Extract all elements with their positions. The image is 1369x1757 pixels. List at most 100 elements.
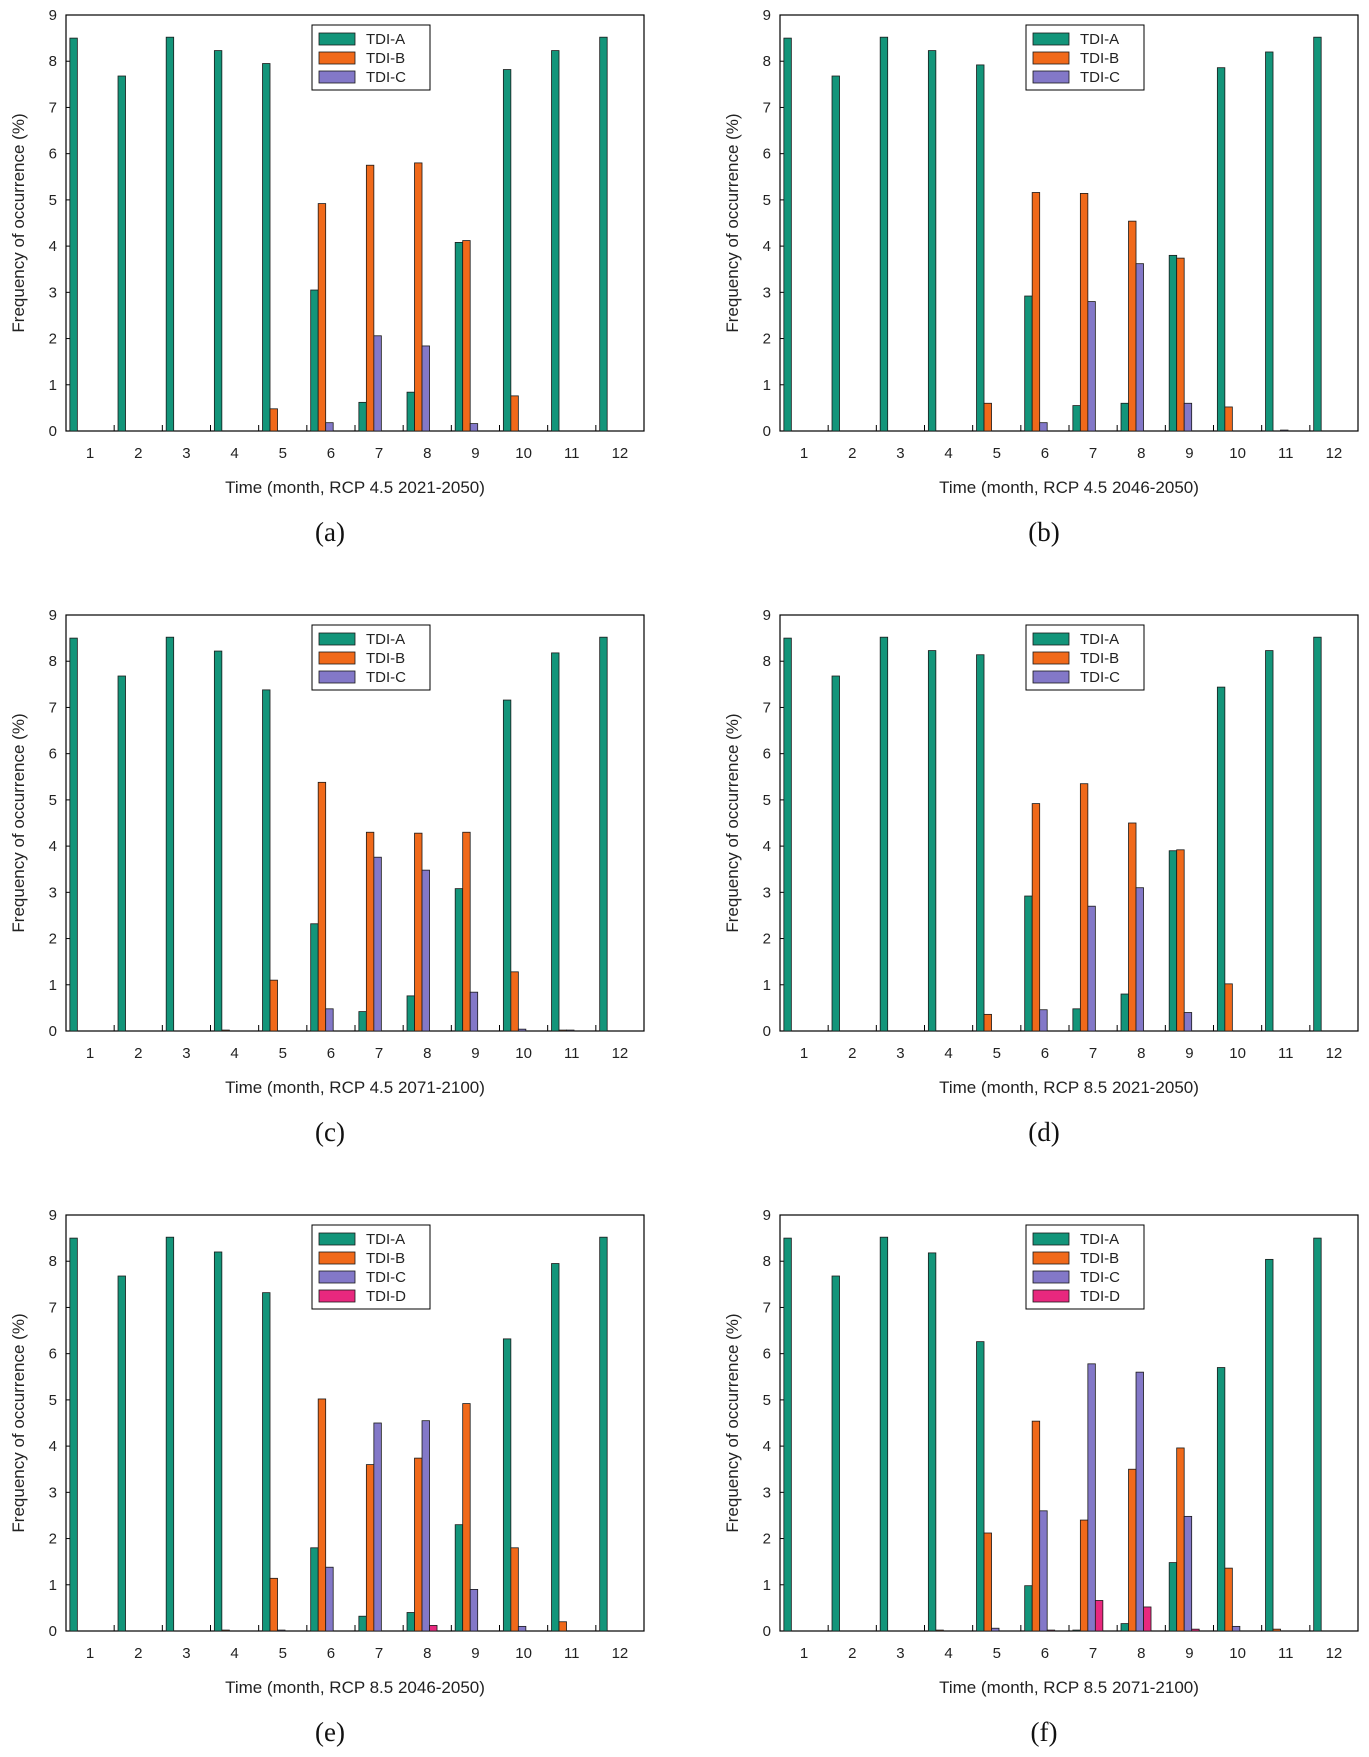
- bar-tdi-a-month-5: [976, 64, 985, 432]
- y-tick-label: 9: [763, 1207, 771, 1224]
- y-tick-label: 9: [763, 7, 771, 24]
- bar-tdi-a-month-5: [976, 654, 985, 1032]
- y-tick-label: 1: [49, 377, 57, 394]
- bar-tdi-a-month-12: [599, 636, 608, 1032]
- bar-tdi-b-month-5: [983, 402, 992, 432]
- x-tick-label: 4: [944, 1645, 952, 1662]
- legend-label-tdi-a: TDI-A: [366, 631, 405, 648]
- y-tick-label: 5: [763, 1392, 771, 1409]
- bar-tdi-b-month-8: [1128, 220, 1137, 432]
- bar-tdi-a-month-9: [1168, 254, 1178, 432]
- bar-tdi-b-month-10: [1224, 406, 1233, 432]
- bar-tdi-b-month-11: [558, 1029, 567, 1032]
- bar-tdi-c-month-6: [1039, 1009, 1048, 1032]
- bar-tdi-d-month-9: [1191, 1628, 1200, 1632]
- bar-tdi-a-month-7: [1072, 1629, 1081, 1632]
- bar-tdi-b-month-7: [365, 1464, 375, 1632]
- y-tick-label: 3: [49, 284, 57, 301]
- y-tick-label: 4: [49, 1438, 57, 1455]
- x-tick-label: 1: [86, 1045, 94, 1062]
- y-tick-label: 7: [49, 99, 57, 116]
- legend: TDI-A TDI-B TDI-C TDI-D: [311, 1224, 431, 1310]
- bar-tdi-a-month-11: [551, 1263, 560, 1632]
- legend-label-tdi-a: TDI-A: [366, 31, 405, 48]
- bar-tdi-b-month-10: [510, 971, 519, 1032]
- bar-tdi-c-month-9: [1183, 1012, 1193, 1032]
- x-tick-label: 12: [612, 1645, 629, 1662]
- x-tick-label: 4: [230, 1645, 238, 1662]
- bar-tdi-a-month-3: [879, 1236, 889, 1632]
- bar-tdi-b-month-8: [1128, 1468, 1137, 1632]
- bar-tdi-d-month-8: [1143, 1606, 1152, 1632]
- x-tick-label: 2: [848, 1045, 856, 1062]
- x-tick-label: 2: [134, 1645, 142, 1662]
- bar-tdi-c-month-6: [325, 1008, 334, 1032]
- x-tick-label: 5: [279, 1645, 287, 1662]
- bar-tdi-b-month-6: [317, 203, 327, 432]
- legend-swatch-tdi-a: [318, 32, 356, 46]
- x-tick-label: 9: [1185, 1045, 1193, 1062]
- legend-label-tdi-c: TDI-C: [1080, 669, 1120, 686]
- y-tick-label: 5: [49, 192, 57, 209]
- bar-tdi-b-month-9: [462, 240, 471, 432]
- x-tick-label: 9: [471, 1045, 479, 1062]
- x-tick-label: 2: [134, 445, 142, 462]
- x-tick-label: 6: [327, 1645, 335, 1662]
- x-tick-label: 11: [564, 1045, 580, 1062]
- legend-swatch-tdi-a: [318, 632, 356, 646]
- x-tick-label: 3: [896, 1645, 904, 1662]
- x-tick-label: 12: [612, 445, 629, 462]
- bar-tdi-c-month-7: [1087, 1363, 1096, 1632]
- y-tick-label: 9: [49, 1207, 57, 1224]
- bar-tdi-a-month-6: [310, 1547, 319, 1632]
- bar-tdi-a-month-2: [117, 675, 126, 1032]
- panel-label: (c): [315, 1117, 345, 1147]
- bar-tdi-a-month-12: [1313, 36, 1322, 432]
- bar-tdi-a-month-6: [1024, 895, 1033, 1032]
- bar-tdi-c-month-6: [1039, 1510, 1048, 1632]
- bar-tdi-d-month-6: [1046, 1629, 1056, 1632]
- y-tick-label: 5: [49, 792, 57, 809]
- bar-tdi-a-month-2: [117, 1275, 126, 1632]
- x-tick-label: 8: [1137, 445, 1145, 462]
- bar-tdi-c-month-6: [1039, 422, 1048, 432]
- legend-swatch-tdi-c: [1032, 670, 1070, 684]
- bar-tdi-a-month-3: [879, 636, 889, 1032]
- y-tick-label: 2: [763, 931, 771, 948]
- x-axis-title: Time (month, RCP 4.5 2071-2100): [225, 1078, 485, 1097]
- panel-label: (b): [1028, 517, 1059, 547]
- bar-tdi-a-month-9: [1168, 1562, 1178, 1632]
- bar-tdi-a-month-10: [502, 1338, 512, 1632]
- legend-label-tdi-b: TDI-B: [1080, 50, 1119, 67]
- bar-tdi-c-month-8: [1135, 887, 1144, 1032]
- x-tick-label: 10: [515, 1645, 532, 1662]
- y-tick-label: 6: [49, 1346, 57, 1363]
- x-tick-label: 10: [515, 1045, 532, 1062]
- y-axis-title: Frequency of occurrence (%): [723, 113, 742, 332]
- x-tick-label: 6: [1041, 445, 1049, 462]
- bar-tdi-b-month-6: [1031, 803, 1041, 1032]
- y-tick-label: 9: [763, 607, 771, 624]
- y-tick-label: 8: [49, 653, 57, 670]
- y-tick-label: 0: [763, 423, 771, 440]
- bar-tdi-c-month-7: [373, 856, 382, 1032]
- bar-tdi-a-month-1: [69, 637, 78, 1032]
- x-tick-label: 10: [1229, 1045, 1246, 1062]
- bar-tdi-a-month-9: [454, 1524, 464, 1632]
- bar-tdi-a-month-3: [879, 36, 889, 432]
- legend-swatch-tdi-b: [318, 1251, 356, 1265]
- bar-tdi-a-month-1: [69, 37, 78, 432]
- bar-tdi-b-month-9: [1176, 257, 1185, 432]
- bar-tdi-b-month-6: [317, 781, 327, 1032]
- x-tick-label: 2: [134, 1045, 142, 1062]
- bar-tdi-a-month-11: [551, 652, 560, 1032]
- bar-tdi-c-month-9: [469, 423, 479, 432]
- legend-swatch-tdi-c: [318, 70, 356, 84]
- bar-tdi-b-month-11: [1272, 1628, 1281, 1632]
- y-tick-label: 4: [763, 1438, 771, 1455]
- y-tick-label: 2: [763, 331, 771, 348]
